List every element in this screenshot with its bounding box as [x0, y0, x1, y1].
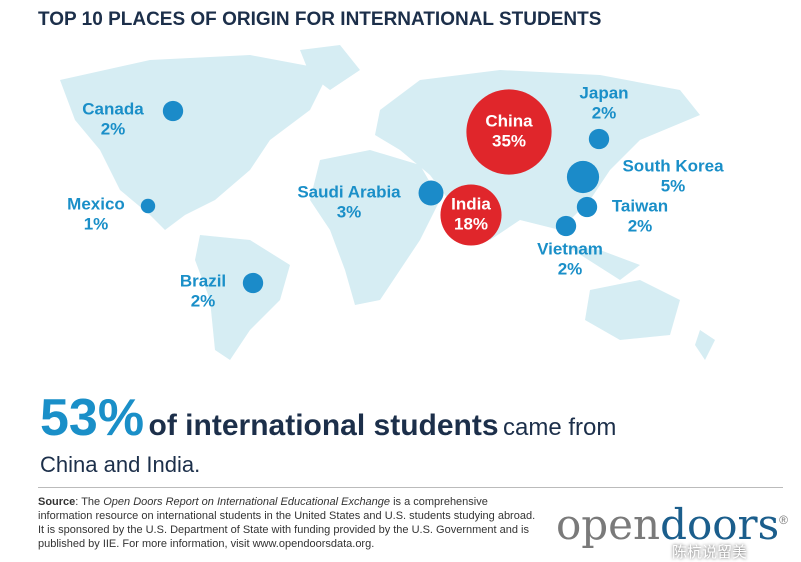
headline-figure: 53%	[40, 389, 145, 447]
bubble	[555, 215, 577, 237]
logo-open: open	[556, 500, 661, 549]
value-label: 2%	[592, 103, 617, 122]
bubble	[140, 198, 156, 214]
headline-bold: of international students	[148, 409, 499, 442]
country-label: Japan	[579, 83, 628, 102]
country-label: Vietnam	[537, 239, 603, 258]
value-label: 35%	[492, 131, 526, 150]
bubble	[566, 160, 600, 194]
country-label: Taiwan	[612, 196, 668, 215]
map: TOP 10 PLACES OF ORIGIN FOR INTERNATIONA…	[38, 9, 724, 360]
divider	[38, 487, 783, 488]
country-label: China	[485, 111, 533, 130]
logo-doors: doors	[660, 500, 780, 549]
country-label: Canada	[82, 99, 144, 118]
value-label: 18%	[454, 214, 488, 233]
source-text: is a comprehensive information resource …	[38, 496, 536, 550]
country-label: Mexico	[67, 194, 125, 213]
source: Source: The Open Doors Report on Interna…	[38, 495, 538, 551]
value-label: 5%	[661, 176, 686, 195]
value-label: 2%	[191, 291, 216, 310]
logo: opendoors®	[556, 500, 788, 549]
bubble	[418, 180, 444, 206]
country-label: Brazil	[180, 271, 226, 290]
value-label: 1%	[84, 214, 109, 233]
title: TOP 10 PLACES OF ORIGIN FOR INTERNATIONA…	[38, 9, 601, 30]
value-label: 2%	[628, 216, 653, 235]
source-label: Source	[38, 496, 76, 508]
value-label: 2%	[558, 259, 583, 278]
bubble	[440, 184, 502, 246]
bubble	[162, 100, 184, 122]
bubble	[588, 128, 610, 150]
watermark: 陈杭说留美	[672, 544, 748, 561]
bubble	[576, 196, 598, 218]
source-text: : The	[75, 496, 104, 508]
bubble	[242, 272, 264, 294]
headline-rest: came from	[503, 414, 617, 441]
country-label: Saudi Arabia	[297, 182, 401, 201]
bubble	[466, 89, 552, 175]
logo-mark: ®	[779, 513, 789, 527]
country-label: India	[451, 194, 491, 213]
source-title: Open Doors Report on International Educa…	[103, 496, 391, 508]
headline: 53% of international students came from	[40, 388, 616, 448]
value-label: 2%	[101, 119, 126, 138]
headline-line2: China and India.	[40, 452, 201, 477]
value-label: 3%	[337, 202, 362, 221]
country-label: South Korea	[622, 156, 724, 175]
